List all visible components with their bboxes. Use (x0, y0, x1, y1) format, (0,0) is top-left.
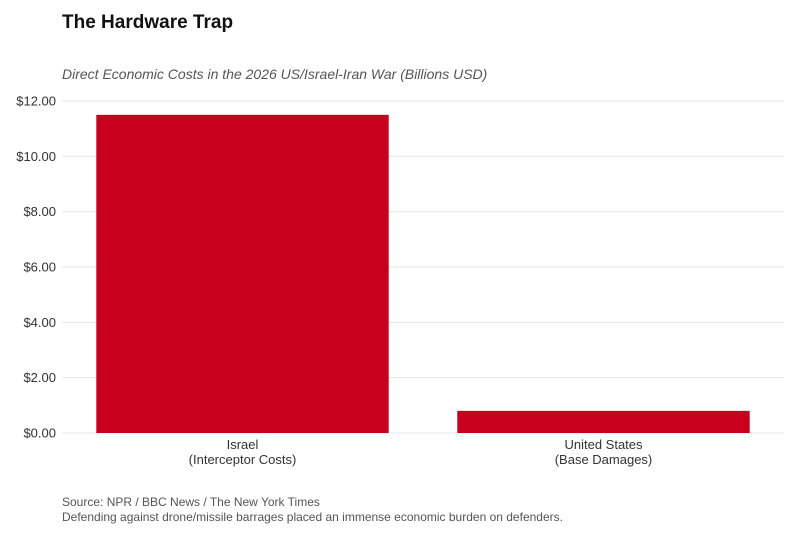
y-tick-label: $0.00 (23, 426, 56, 441)
y-tick-label: $4.00 (23, 315, 56, 330)
x-tick-label-line: (Base Damages) (555, 452, 653, 467)
y-tick-label: $12.00 (16, 94, 56, 109)
chart-title: The Hardware Trap (62, 12, 234, 33)
source-caption: Source: NPR / BBC News / The New York Ti… (62, 495, 320, 509)
y-tick-label: $6.00 (23, 260, 56, 275)
x-tick-label-line: United States (564, 437, 643, 452)
bars (96, 114, 750, 433)
note-caption: Defending against drone/missile barrages… (62, 510, 563, 524)
bar (457, 410, 750, 433)
y-axis-ticks: $0.00 $2.00 $4.00 $6.00 $8.00 $10.00 $12.00 (16, 94, 56, 441)
bar (96, 114, 389, 433)
y-tick-label: $10.00 (16, 149, 56, 164)
x-tick-label-line: Israel (227, 437, 259, 452)
y-tick-label: $8.00 (23, 204, 56, 219)
y-tick-label: $2.00 (23, 370, 56, 385)
x-tick-label-line: (Interceptor Costs) (189, 452, 297, 467)
x-axis-ticks: Israel (Interceptor Costs) United States (B… (189, 437, 653, 467)
x-tick-label: Israel (Interceptor Costs) (189, 437, 297, 467)
x-tick-label: United States (Base Damages) (555, 437, 653, 467)
chart-subtitle: Direct Economic Costs in the 2026 US/Isr… (62, 66, 488, 82)
